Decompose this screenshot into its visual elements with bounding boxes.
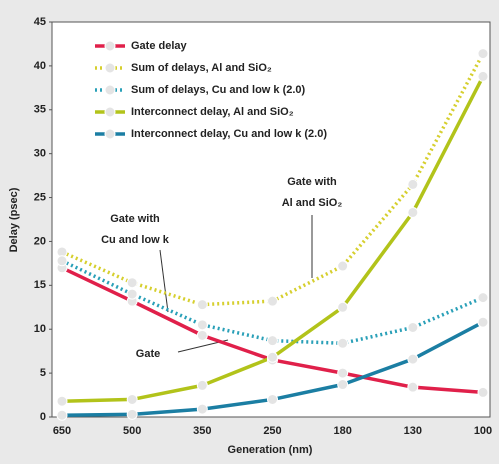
plot-area: [51, 21, 491, 418]
data-point: [196, 379, 208, 391]
data-point: [477, 316, 489, 328]
data-point: [196, 319, 208, 331]
legend-label: Gate delay: [131, 40, 188, 52]
legend-marker: [104, 106, 116, 118]
data-point: [126, 393, 138, 405]
annotation: Gate with: [287, 176, 337, 188]
y-tick-label: 25: [34, 191, 46, 203]
data-point: [267, 393, 278, 405]
data-point: [407, 178, 419, 190]
legend-marker: [104, 84, 116, 96]
data-point: [267, 351, 278, 363]
annotation: Gate: [136, 348, 160, 360]
data-point: [477, 292, 489, 304]
data-point: [267, 295, 278, 307]
data-point: [56, 395, 68, 407]
data-point: [407, 206, 419, 218]
x-tick-label: 130: [404, 425, 422, 437]
y-axis-label: Delay (psec): [8, 187, 20, 252]
y-tick-label: 10: [34, 323, 46, 335]
y-tick-label: 45: [34, 16, 46, 28]
y-tick-label: 30: [34, 148, 46, 160]
y-tick-label: 0: [40, 411, 46, 423]
data-point: [337, 379, 349, 391]
data-point: [196, 299, 208, 311]
legend-label: Interconnect delay, Al and SiO₂: [131, 106, 294, 118]
legend-label: Sum of delays, Cu and low k (2.0): [131, 84, 306, 96]
legend-marker: [104, 62, 116, 74]
data-point: [56, 255, 68, 267]
data-point: [477, 70, 489, 82]
data-point: [196, 329, 208, 341]
data-point: [126, 277, 138, 289]
data-point: [407, 321, 419, 333]
x-axis-label: Generation (nm): [228, 444, 313, 456]
data-point: [337, 337, 349, 349]
data-point: [407, 353, 419, 365]
x-tick-label: 350: [193, 425, 211, 437]
legend-label: Sum of delays, Al and SiO₂: [131, 62, 272, 74]
y-tick-label: 5: [40, 367, 46, 379]
data-point: [337, 260, 349, 272]
y-tick-label: 20: [34, 235, 46, 247]
data-point: [337, 301, 349, 313]
data-point: [267, 335, 278, 347]
y-tick-label: 15: [34, 279, 46, 291]
data-point: [126, 408, 138, 420]
data-point: [56, 409, 68, 421]
annotation: Al and SiO₂: [282, 197, 343, 209]
data-point: [337, 367, 349, 379]
x-tick-label: 650: [53, 425, 71, 437]
annotation-pointer: [159, 249, 169, 313]
data-point: [196, 403, 208, 415]
x-tick-label: 180: [333, 425, 351, 437]
x-tick-label: 500: [123, 425, 141, 437]
x-tick-label: 100: [474, 425, 492, 437]
y-tick-label: 40: [34, 60, 46, 72]
annotation: Cu and low k: [101, 234, 170, 246]
data-point: [407, 381, 419, 393]
y-tick-label: 35: [34, 104, 46, 116]
legend-marker: [104, 40, 116, 52]
annotation: Gate with: [110, 213, 160, 225]
data-point: [477, 386, 489, 398]
x-tick-label: 250: [263, 425, 281, 437]
data-point: [477, 48, 489, 60]
data-point: [126, 288, 138, 300]
legend-marker: [104, 128, 116, 140]
legend-label: Interconnect delay, Cu and low k (2.0): [131, 128, 327, 140]
